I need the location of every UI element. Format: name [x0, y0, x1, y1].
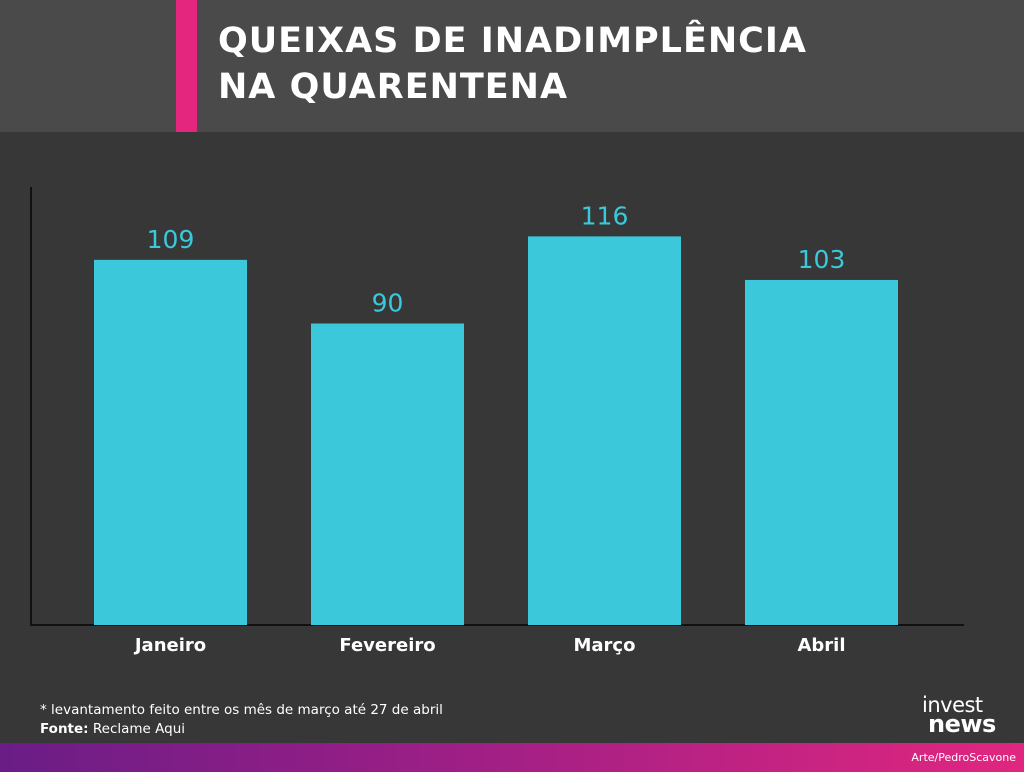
bar-janeiro — [94, 259, 247, 625]
accent-bar — [176, 0, 197, 132]
bar-março — [528, 236, 681, 625]
logo-line-news: news — [928, 710, 996, 738]
value-label-março: 116 — [581, 201, 629, 230]
header-band: QUEIXAS DE INADIMPLÊNCIA NA QUARENTENA — [0, 0, 1024, 132]
value-label-janeiro: 109 — [147, 225, 195, 254]
value-label-fevereiro: 90 — [372, 289, 404, 318]
source-line: Fonte: Reclame Aqui — [40, 720, 443, 739]
bottom-gradient-strip: Arte/PedroScavone — [0, 743, 1024, 772]
chart-title-line-1: QUEIXAS DE INADIMPLÊNCIA — [218, 21, 807, 61]
source-label: Fonte: — [40, 721, 89, 737]
bar-chart: 109 Janeiro 90 Fevereiro 116 Março 103 Abril — [30, 187, 964, 656]
value-label-abril: 103 — [798, 245, 846, 274]
chart-title-line-2: NA QUARENTENA — [218, 67, 569, 107]
x-tick-label-fevereiro: Fevereiro — [339, 635, 435, 656]
x-tick-label-janeiro: Janeiro — [133, 635, 206, 656]
source-value: Reclame Aqui — [88, 721, 186, 737]
bar-abril — [745, 279, 898, 625]
bars-layer: 109 Janeiro 90 Fevereiro 116 Março 103 Abril — [94, 201, 898, 656]
chart-title: QUEIXAS DE INADIMPLÊNCIA NA QUARENTENA — [218, 18, 998, 110]
logo-line-invest: invest — [922, 693, 983, 717]
x-tick-label-abril: Abril — [797, 635, 845, 656]
investnews-logo: invest news — [918, 694, 1018, 742]
art-credit: Arte/PedroScavone — [911, 751, 1016, 764]
footnote: * levantamento feito entre os mês de mar… — [40, 701, 443, 739]
survey-note: * levantamento feito entre os mês de mar… — [40, 702, 443, 718]
bar-fevereiro — [311, 323, 464, 625]
x-tick-label-março: Março — [574, 635, 636, 656]
